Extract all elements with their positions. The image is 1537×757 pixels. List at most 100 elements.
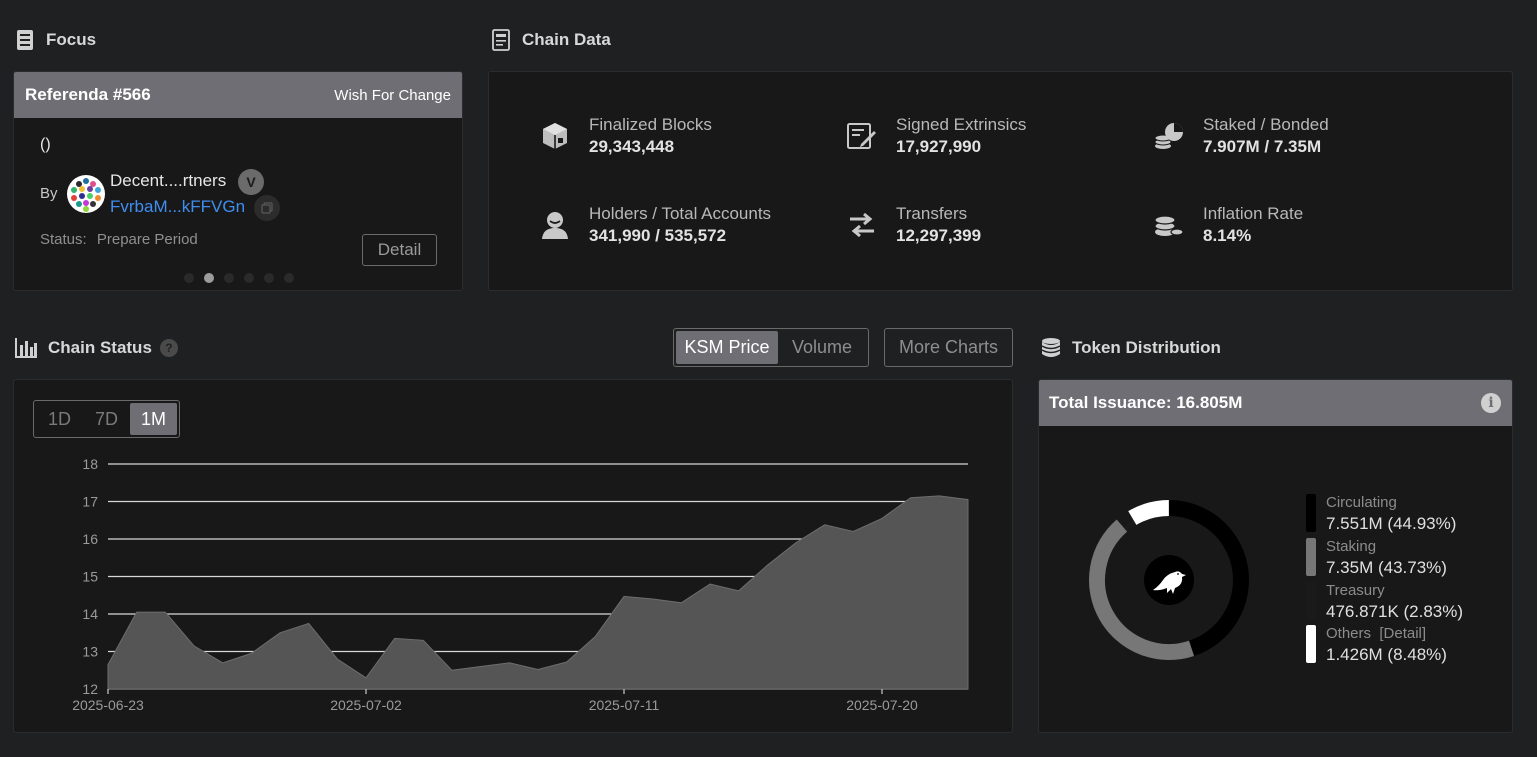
y-tick-label: 16 (82, 531, 98, 547)
x-tick-label: 2025-07-02 (330, 697, 402, 713)
carousel-dot[interactable] (184, 273, 194, 283)
info-icon[interactable]: i (1481, 393, 1501, 413)
legend-swatch (1306, 625, 1316, 663)
token-distribution-card: Total Issuance: 16.805M i Circulating 7.… (1038, 379, 1513, 733)
total-issuance: Total Issuance: 16.805M (1049, 393, 1243, 412)
donut-segment-others[interactable] (1128, 500, 1170, 526)
carousel-dot[interactable] (224, 273, 234, 283)
chart-type-toggle: KSM Price Volume (673, 328, 869, 367)
focus-card: Referenda #566 Wish For Change () By Dec… (13, 71, 463, 291)
tab-volume[interactable]: Volume (778, 331, 866, 364)
stat-value: 8.14% (1203, 226, 1252, 245)
legend-label: Others [Detail] (1326, 625, 1426, 642)
legend-value: 1.426M (8.48%) (1326, 645, 1447, 664)
donut-segment-circulating[interactable] (1168, 500, 1249, 656)
author-name[interactable]: Decent....rtners (110, 171, 227, 190)
stat-label: Finalized Blocks (589, 115, 712, 134)
user-icon (539, 209, 571, 241)
range-selector: 1D 7D 1M (33, 400, 180, 438)
author-address-link[interactable]: FvrbaM...kFFVGn (110, 197, 246, 216)
range-7d[interactable]: 7D (83, 403, 130, 435)
stat-inflation-rate: Inflation Rate 8.14% (1153, 203, 1303, 247)
x-tick-label: 2025-07-11 (589, 697, 660, 713)
legend-value: 7.551M (44.93%) (1326, 514, 1457, 533)
price-area (107, 495, 969, 690)
legend-swatch (1306, 494, 1316, 532)
x-tick-label: 2025-07-20 (846, 697, 918, 713)
y-tick-label: 12 (82, 681, 98, 697)
signed-document-icon (846, 120, 878, 152)
kusama-bird-icon (1153, 571, 1186, 594)
range-1d[interactable]: 1D (36, 403, 83, 435)
donut-segment-treasury[interactable] (1123, 519, 1137, 532)
referendum-track: Wish For Change (334, 86, 451, 104)
stat-value: 12,297,399 (896, 226, 982, 245)
range-1m[interactable]: 1M (130, 403, 177, 435)
coin-stack-icon (1153, 209, 1185, 241)
others-detail-link[interactable]: [Detail] (1379, 625, 1427, 642)
transfer-arrows-icon (846, 209, 878, 241)
donut-segment-staking[interactable] (1089, 519, 1195, 660)
avatar[interactable] (67, 175, 105, 213)
stat-holders-accounts: Holders / Total Accounts 341,990 / 535,5… (539, 203, 771, 247)
legend-value: 7.35M (43.73%) (1326, 558, 1447, 577)
stat-transfers: Transfers 12,297,399 (846, 203, 981, 247)
carousel-dot[interactable] (264, 273, 274, 283)
focus-section-title: Focus (14, 29, 96, 51)
y-tick-label: 15 (82, 569, 98, 585)
legend-label: Staking (1326, 538, 1377, 555)
tab-ksm-price[interactable]: KSM Price (676, 331, 778, 364)
y-tick-label: 13 (82, 644, 98, 660)
carousel-dot[interactable] (284, 273, 294, 283)
token-distribution-title: Token Distribution (1072, 338, 1221, 357)
stat-label: Transfers (896, 204, 968, 223)
total-issuance-header: Total Issuance: 16.805M i (1039, 380, 1512, 426)
legend-label-text: Others (1326, 625, 1372, 642)
carousel-dot[interactable] (244, 273, 254, 283)
distribution-donut (1089, 500, 1249, 660)
list-icon (14, 29, 36, 51)
proposal-text: () (40, 136, 51, 153)
status-value: Prepare Period (96, 231, 198, 248)
detail-button[interactable]: Detail (362, 234, 437, 266)
status-label: Status: (40, 231, 87, 248)
y-tick-label: 18 (82, 456, 98, 472)
copy-icon[interactable] (254, 195, 280, 221)
y-tick-label: 17 (82, 494, 98, 510)
stat-label: Staked / Bonded (1203, 115, 1329, 134)
stat-value: 341,990 / 535,572 (589, 226, 727, 245)
database-icon (1040, 337, 1062, 359)
chain-status-section-title: Chain Status ? (14, 337, 178, 359)
referendum-title[interactable]: Referenda #566 (25, 85, 151, 104)
x-tick-label: 2025-06-23 (72, 697, 144, 713)
verified-badge: V (238, 169, 264, 195)
document-icon (490, 29, 512, 51)
chain-data-title: Chain Data (522, 30, 611, 49)
chain-status-title: Chain Status (48, 338, 152, 357)
help-icon[interactable]: ? (159, 339, 178, 357)
price-chart: 12 13 14 15 16 17 18 2025-06-23 2025-07-02 2025-0… (72, 456, 969, 713)
y-tick-label: 14 (82, 606, 98, 622)
referendum-header[interactable]: Referenda #566 Wish For Change (14, 72, 462, 118)
stat-staked-bonded: Staked / Bonded 7.907M / 7.35M (1153, 114, 1329, 158)
stat-finalized-blocks: Finalized Blocks 29,343,448 (539, 114, 712, 158)
by-label: By (40, 185, 58, 202)
carousel-dot-active[interactable] (204, 273, 214, 283)
token-distribution-section-title: Token Distribution (1040, 337, 1221, 359)
chain-data-section-title: Chain Data (490, 29, 611, 51)
bar-chart-icon (14, 337, 38, 359)
legend-value: 476.871K (2.83%) (1326, 602, 1464, 621)
status-row: Status: Prepare Period (40, 231, 198, 248)
carousel-dots (184, 273, 294, 283)
chain-data-card: Finalized Blocks 29,343,448 Signed Extri… (488, 71, 1513, 291)
chain-status-chart-card: 12 13 14 15 16 17 18 2025-06-23 2025-07-02 2025-0… (13, 379, 1013, 733)
cube-icon (539, 120, 571, 152)
coins-pie-icon (1153, 120, 1185, 152)
stat-signed-extrinsics: Signed Extrinsics 17,927,990 (846, 114, 1026, 158)
stat-value: 7.907M / 7.35M (1203, 137, 1322, 156)
legend-swatch (1306, 538, 1316, 576)
legend-swatch (1306, 582, 1316, 620)
stat-label: Inflation Rate (1203, 204, 1304, 223)
stat-label: Holders / Total Accounts (589, 204, 772, 223)
more-charts-button[interactable]: More Charts (884, 328, 1013, 367)
